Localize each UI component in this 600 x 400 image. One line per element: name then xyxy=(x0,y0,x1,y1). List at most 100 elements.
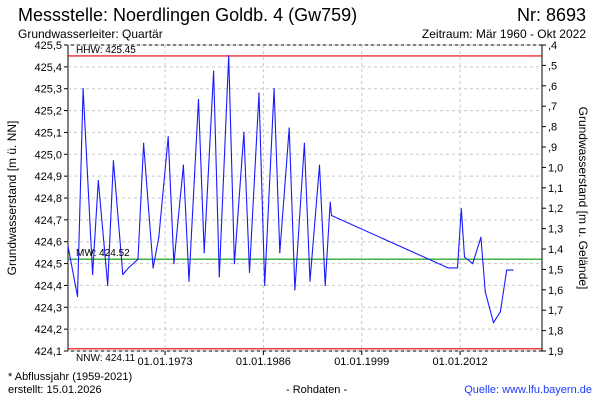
y-left-tick-label: 425,3 xyxy=(34,84,62,96)
label-layer: HHW: 425.45 MW: 424.52 NNW: 424.11 xyxy=(76,45,136,364)
data-point xyxy=(67,245,69,247)
data-point xyxy=(258,92,260,94)
y-left-tick-label: 424,2 xyxy=(34,324,62,336)
reference-lines xyxy=(68,55,542,350)
y-left-tick-label: 425,1 xyxy=(34,127,62,139)
data-point xyxy=(112,160,114,162)
y-left-tick-label: 424,1 xyxy=(34,346,62,358)
data-point xyxy=(203,252,205,254)
data-point xyxy=(92,273,94,276)
data-point xyxy=(460,208,462,210)
y-left-tick-label: 424,7 xyxy=(34,215,62,227)
x-tick-label: 01.01.1986 xyxy=(236,356,291,368)
data-point xyxy=(127,267,130,269)
data-point xyxy=(233,263,235,265)
y-right-tick-label: 1,8 xyxy=(548,326,563,338)
y-left-tick-label: 424,9 xyxy=(34,171,62,183)
aquifer-label: Grundwasserleiter: Quartär xyxy=(18,27,163,41)
data-point xyxy=(456,267,459,269)
data-point xyxy=(167,136,169,138)
data-point xyxy=(463,256,466,258)
series-layer xyxy=(67,55,514,324)
data-point xyxy=(294,289,296,291)
y-right-tick-label: ,4 xyxy=(548,40,557,52)
grid-layer xyxy=(68,44,542,352)
y-left-tick-label: 424,4 xyxy=(34,280,62,292)
y-left-tick-label: 425,2 xyxy=(34,106,62,118)
y-right-tick-label: ,8 xyxy=(548,122,557,134)
x-tick-label: 01.01.1973 xyxy=(138,356,193,368)
data-point xyxy=(182,164,184,166)
data-point xyxy=(309,280,311,282)
data-point xyxy=(82,88,84,90)
data-point xyxy=(264,284,266,286)
reference-label-nnw: NNW: 424.11 xyxy=(76,353,136,364)
y-axis-right-label: Grundwasserstand [m u. Gelände] xyxy=(576,107,590,290)
data-point xyxy=(512,269,514,271)
reference-label-hhw: HHW: 425.45 xyxy=(76,45,136,56)
y-right-tick-label: 1,4 xyxy=(548,244,563,256)
data-point xyxy=(107,284,109,286)
data-point xyxy=(97,179,99,182)
data-point xyxy=(243,131,245,133)
data-point xyxy=(329,201,331,203)
data-point xyxy=(152,267,154,269)
station-number: Nr: 8693 xyxy=(516,5,586,25)
y-left-tick-label: 425,4 xyxy=(34,62,62,74)
data-point xyxy=(480,236,482,238)
y-right-tick-label: ,7 xyxy=(548,101,557,113)
data-point xyxy=(506,269,508,271)
data-point xyxy=(330,214,333,217)
y-right-tick-label: 1,7 xyxy=(548,305,563,317)
data-point xyxy=(188,280,190,282)
y-left-tick-label: 425,5 xyxy=(34,40,62,52)
data-point xyxy=(499,311,501,313)
data-point xyxy=(492,322,495,324)
chart-title: Messstelle: Noerdlingen Goldb. 4 (Gw759) xyxy=(18,5,358,25)
data-point xyxy=(218,276,220,278)
data-point xyxy=(213,70,215,72)
y-right-tick-label: 1,6 xyxy=(548,285,563,297)
data-point xyxy=(288,127,290,129)
y-right-tick-label: 1,9 xyxy=(548,346,563,358)
data-point xyxy=(324,284,326,286)
data-point xyxy=(197,99,200,101)
y-right-tick-label: 1,0 xyxy=(548,162,563,174)
x-tick-label: 01.01.2012 xyxy=(433,356,488,368)
y-right-tick-label: ,5 xyxy=(548,60,557,72)
y-right-tick-label: 1,1 xyxy=(548,183,563,195)
data-point xyxy=(279,252,281,254)
created-date: erstellt: 15.01.2026 xyxy=(8,384,102,396)
data-point xyxy=(158,236,160,238)
data-point xyxy=(143,142,145,144)
data-series-line xyxy=(67,55,513,324)
data-point xyxy=(472,263,474,265)
data-point xyxy=(248,271,251,273)
data-point xyxy=(447,267,449,269)
data-point xyxy=(76,295,79,297)
reference-label-mw: MW: 424.52 xyxy=(76,248,130,259)
y-left-tick-label: 425,0 xyxy=(34,149,62,161)
data-point xyxy=(303,142,305,144)
y-left-tick-label: 424,6 xyxy=(34,237,62,249)
x-tick-label: 01.01.1999 xyxy=(334,356,389,368)
period-label: Zeitraum: Mär 1960 - Okt 2022 xyxy=(421,27,586,41)
data-point xyxy=(173,263,175,265)
y-left-tick-label: 424,5 xyxy=(34,259,62,271)
tick-layer: 425,5 425,4 425,3 425,2 425,1 425,0 424,9 424,8… xyxy=(34,40,563,368)
y-right-tick-label: 1,3 xyxy=(548,224,563,236)
source-link[interactable]: Quelle: www.lfu.bayern.de xyxy=(464,384,592,396)
raw-data-label: - Rohdaten - xyxy=(286,384,348,396)
y-left-tick-label: 424,8 xyxy=(34,193,62,205)
y-left-tick-label: 424,3 xyxy=(34,302,62,314)
y-axis-left-label: Grundwasserstand [m ü. NN] xyxy=(5,121,19,276)
y-right-tick-label: 1,2 xyxy=(548,203,563,215)
data-point xyxy=(484,291,486,293)
y-right-tick-label: ,9 xyxy=(548,142,557,154)
data-point xyxy=(273,88,275,90)
data-point xyxy=(137,258,139,260)
footnote: * Abflussjahr (1959-2021) xyxy=(8,371,133,383)
y-right-tick-label: ,6 xyxy=(548,81,557,93)
data-point xyxy=(122,273,124,276)
